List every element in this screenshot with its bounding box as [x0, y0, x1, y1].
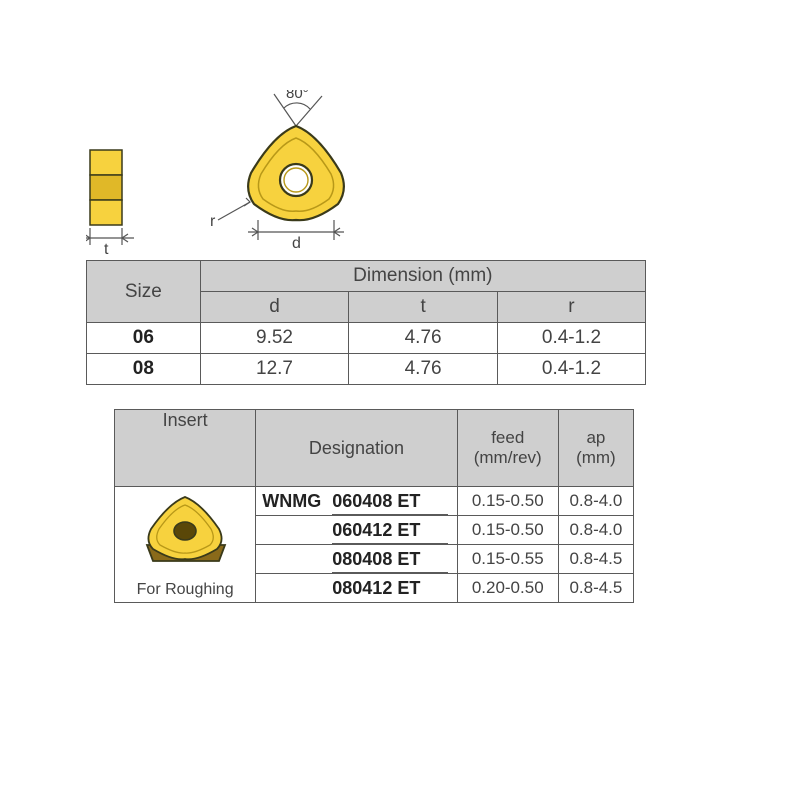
desig-header-ap: ap (mm) — [558, 410, 633, 487]
d-label: d — [292, 235, 301, 252]
desig-header-designation: Designation — [256, 410, 457, 487]
dim-sub-t: t — [349, 292, 498, 323]
side-view-diagram: t — [86, 150, 134, 258]
insert-3d-icon — [137, 495, 233, 579]
insert-caption: For Roughing — [137, 581, 234, 599]
dim-row: 06 9.52 4.76 0.4-1.2 — [87, 323, 646, 354]
r-label: r — [210, 213, 216, 230]
insert-cell: For Roughing — [115, 487, 256, 603]
diagram-area: t 80° — [86, 90, 656, 260]
dim-sub-r: r — [497, 292, 645, 323]
top-view-diagram: 80° r — [210, 90, 344, 252]
t-label: t — [104, 241, 109, 258]
dim-header-size: Size — [87, 261, 201, 323]
desig-cell: 080412 ET — [256, 574, 457, 603]
designation-table: Insert Designation feed (mm/rev) ap (mm) — [114, 409, 634, 603]
desig-header-insert: Insert — [115, 410, 256, 487]
desig-header-feed: feed (mm/rev) — [457, 410, 558, 487]
dim-header-dim: Dimension (mm) — [200, 261, 645, 292]
desig-cell: WNMG060408 ET — [256, 487, 457, 516]
dimension-table: Size Dimension (mm) d t r 06 9.52 4.76 0… — [86, 260, 646, 385]
dim-sub-d: d — [200, 292, 349, 323]
desig-cell: 060412 ET — [256, 516, 457, 545]
desig-cell: 080408 ET — [256, 545, 457, 574]
angle-label: 80° — [286, 90, 309, 102]
dim-row: 08 12.7 4.76 0.4-1.2 — [87, 354, 646, 385]
